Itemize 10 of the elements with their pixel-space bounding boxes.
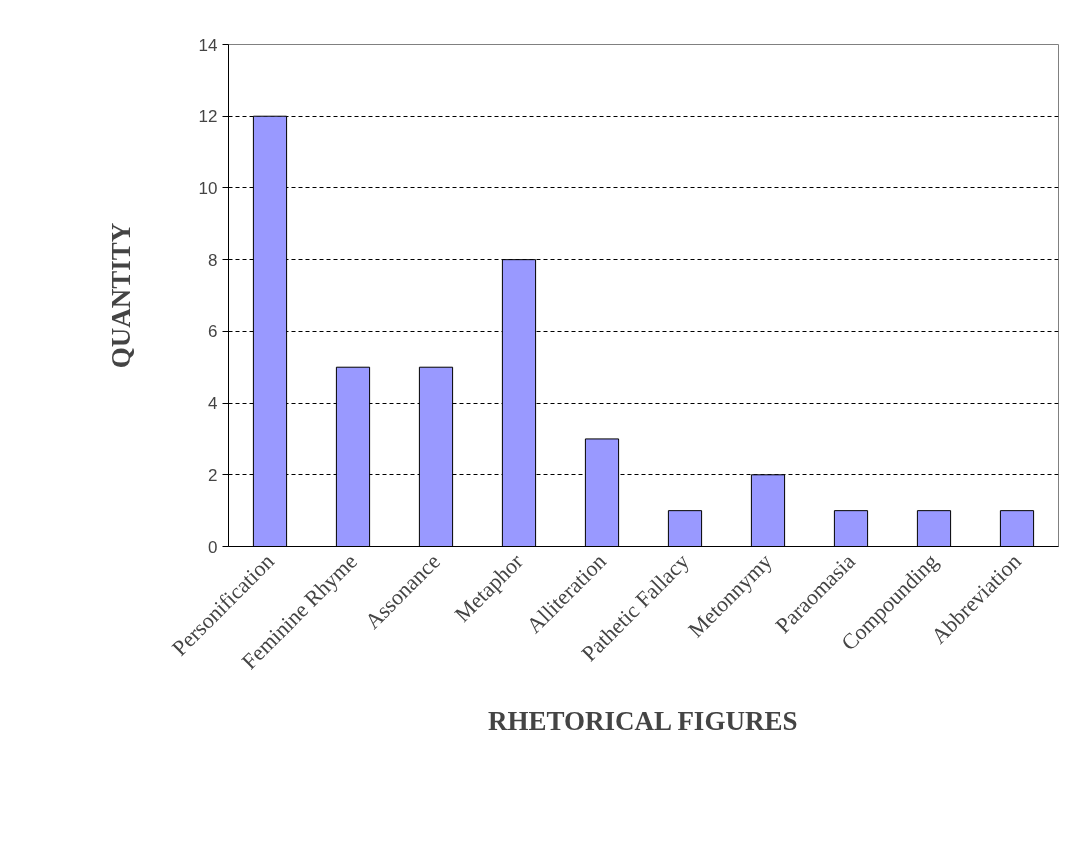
y-tick-label: 8 [208, 250, 218, 270]
y-tick-label: 6 [208, 322, 218, 342]
y-tick-label: 2 [208, 465, 218, 485]
y-axis-title: QUANTITY [105, 222, 136, 369]
y-tick-label: 0 [208, 537, 218, 557]
y-tick-label: 4 [208, 394, 218, 414]
y-tick-label: 14 [198, 35, 218, 55]
y-tick-label: 10 [198, 178, 218, 198]
x-axis-title: RHETORICAL FIGURES [488, 705, 798, 736]
y-tick-label: 12 [198, 107, 218, 127]
